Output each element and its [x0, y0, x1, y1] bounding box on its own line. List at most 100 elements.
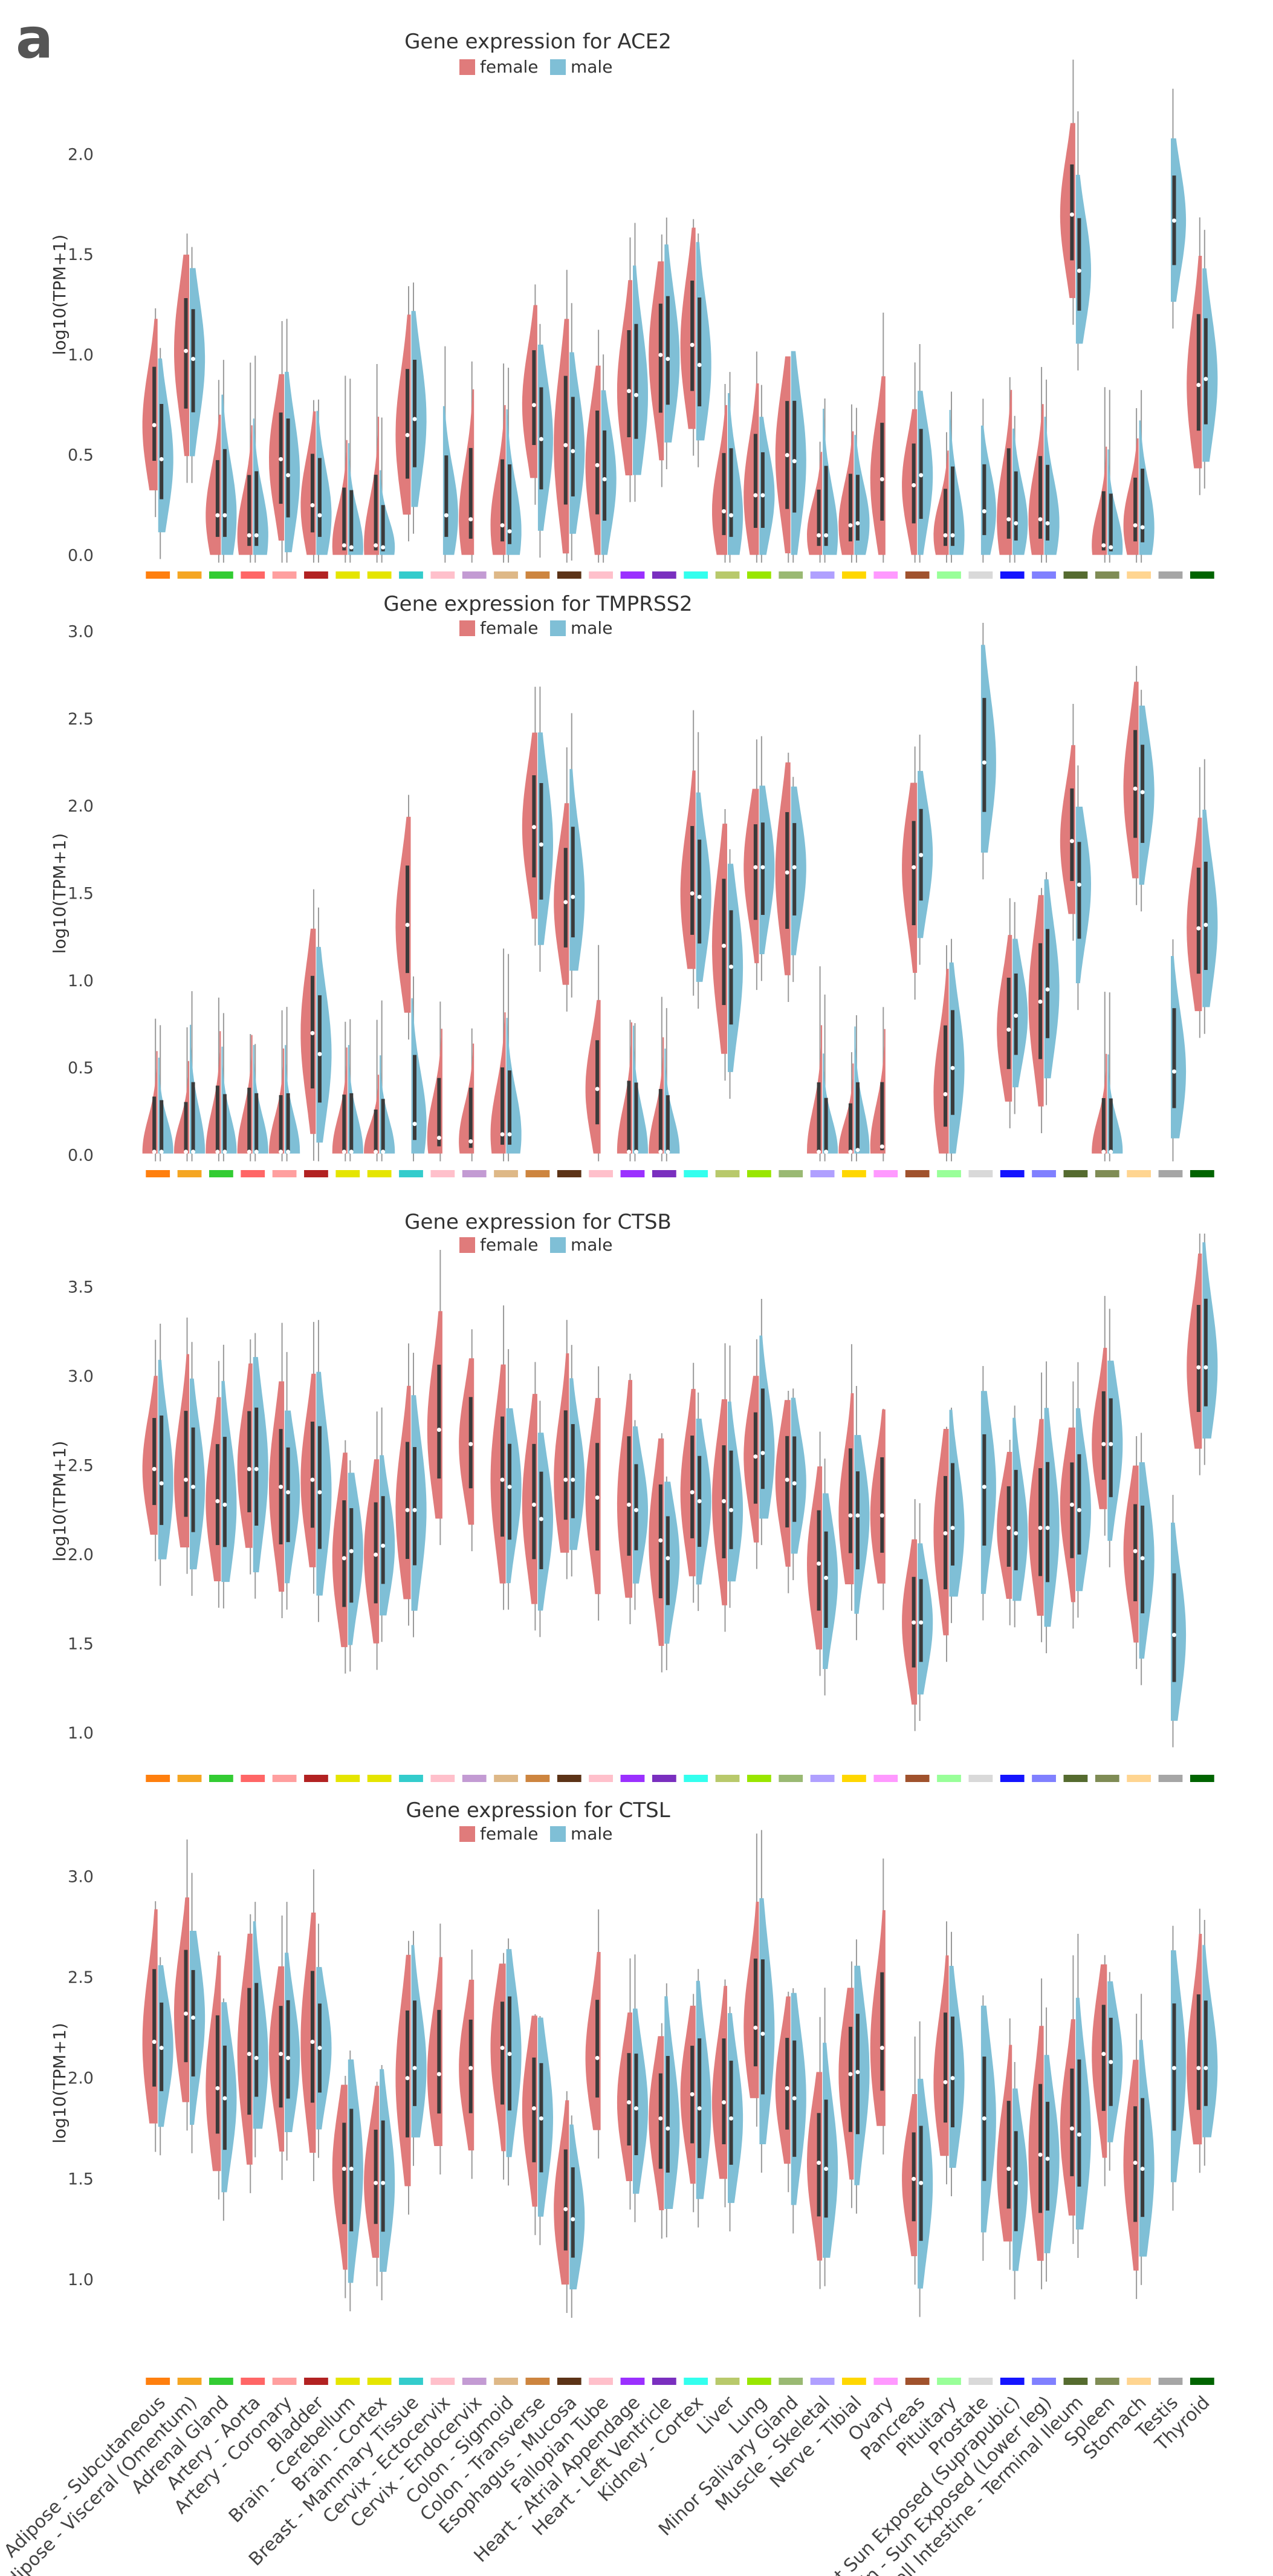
tissue-strip-1: [146, 571, 170, 579]
tissue-strip-16: [620, 1170, 645, 1177]
chart-title: Gene expression for CTSL: [406, 1798, 670, 1823]
violin-box: [374, 1109, 378, 1153]
violin-median: [1014, 1531, 1019, 1536]
violin-median: [633, 392, 638, 397]
violin-box: [1101, 491, 1106, 551]
violin-box: [855, 475, 860, 541]
tissue-strip-12: [494, 571, 518, 579]
violin-median: [1077, 882, 1081, 887]
legend-label-male: male: [571, 1235, 612, 1255]
violin-median: [697, 2106, 702, 2111]
y-tick-label: 2.0: [68, 145, 94, 164]
violin-median: [1014, 1013, 1019, 1018]
violin-median: [690, 2092, 695, 2096]
violin-median: [626, 389, 631, 394]
violin-median: [1203, 1365, 1208, 1370]
violin-box: [254, 1407, 259, 1526]
legend-label-female: female: [480, 57, 539, 77]
violin-median: [1038, 2152, 1043, 2157]
violin-median: [1203, 2066, 1208, 2070]
violin-box: [1109, 493, 1113, 551]
violin-median: [317, 2046, 322, 2051]
violin-median: [500, 523, 505, 528]
tissue-strip-2: [177, 2378, 202, 2385]
tissue-strip-26: [937, 2378, 961, 2385]
violin-median: [184, 2011, 189, 2016]
violin-median: [531, 1502, 536, 1507]
violin-median: [666, 1556, 670, 1561]
tissue-strip-33: [1158, 571, 1183, 579]
violin-median: [1140, 2167, 1145, 2171]
y-tick-label: 0.0: [68, 1147, 94, 1165]
violin-median: [697, 1499, 702, 1503]
violin-median: [317, 1052, 322, 1056]
violin-median: [247, 1466, 251, 1471]
violin-median: [855, 521, 860, 525]
violin-box: [1038, 456, 1043, 539]
violin-median: [374, 2181, 378, 2185]
violin-box: [215, 460, 219, 537]
violin-median: [436, 1136, 441, 1140]
violin-median: [531, 2106, 536, 2111]
violin-median: [342, 2167, 346, 2171]
violin-median: [1014, 521, 1019, 525]
legend-swatch-female: [459, 59, 475, 75]
violin-median: [912, 865, 916, 870]
tissue-strip-4: [241, 1170, 265, 1177]
violin-box: [634, 1082, 638, 1153]
violin-median: [1109, 545, 1113, 550]
tissue-strip-8: [367, 571, 392, 579]
tissue-strip-6: [304, 571, 328, 579]
tissue-strip-24: [873, 571, 898, 579]
tissue-strip-23: [842, 571, 866, 579]
y-tick-label: 2.0: [68, 2069, 94, 2088]
violin-box: [508, 1443, 512, 1540]
violin-median: [697, 894, 702, 899]
violin-median: [191, 357, 196, 362]
violin-median: [753, 1454, 758, 1459]
y-tick-label: 3.5: [68, 1278, 94, 1297]
violin-median: [184, 1477, 189, 1482]
tissue-strip-7: [335, 2378, 360, 2385]
legend-label-female: female: [480, 1235, 539, 1255]
violin-median: [310, 1030, 315, 1035]
violin-box: [753, 434, 757, 528]
violin-box: [1006, 977, 1011, 1069]
violin-median: [500, 2046, 505, 2051]
tissue-strip-9: [399, 571, 423, 579]
violin-median: [982, 509, 986, 513]
violin-box: [437, 1364, 441, 1479]
violin-median: [602, 476, 607, 481]
tissue-strip-21: [779, 2378, 803, 2385]
tissue-strip-7: [335, 1170, 360, 1177]
violin-median: [152, 1466, 157, 1471]
tissue-strip-7: [335, 1775, 360, 1782]
violin-box: [152, 1417, 157, 1505]
violin-box: [286, 1093, 290, 1153]
tissue-strip-28: [1000, 571, 1025, 579]
violin-box: [1101, 2005, 1106, 2111]
violin-box: [1109, 1398, 1113, 1497]
violin-median: [785, 2086, 789, 2090]
violin-box: [342, 1500, 346, 1607]
violin-box: [381, 1496, 385, 1584]
violin-median: [500, 1477, 505, 1482]
violin-median: [405, 922, 410, 927]
violin-box: [184, 1411, 188, 1517]
violin-median: [539, 2116, 543, 2121]
tissue-strip-21: [779, 1170, 803, 1177]
violin-median: [879, 1513, 884, 1518]
violin-median: [722, 1499, 727, 1503]
violin-median: [1109, 2060, 1113, 2064]
violin-box: [571, 1424, 575, 1518]
violin-median: [571, 2217, 575, 2222]
tissue-strip-5: [272, 571, 297, 579]
violin-median: [381, 1150, 386, 1154]
violin-box: [982, 464, 986, 535]
tissue-strip-15: [589, 1170, 614, 1177]
violin-median: [848, 1150, 853, 1154]
violin-box: [824, 466, 828, 546]
violin-box: [1203, 318, 1208, 424]
violin-median: [785, 453, 789, 458]
violin-median: [1045, 2156, 1050, 2161]
